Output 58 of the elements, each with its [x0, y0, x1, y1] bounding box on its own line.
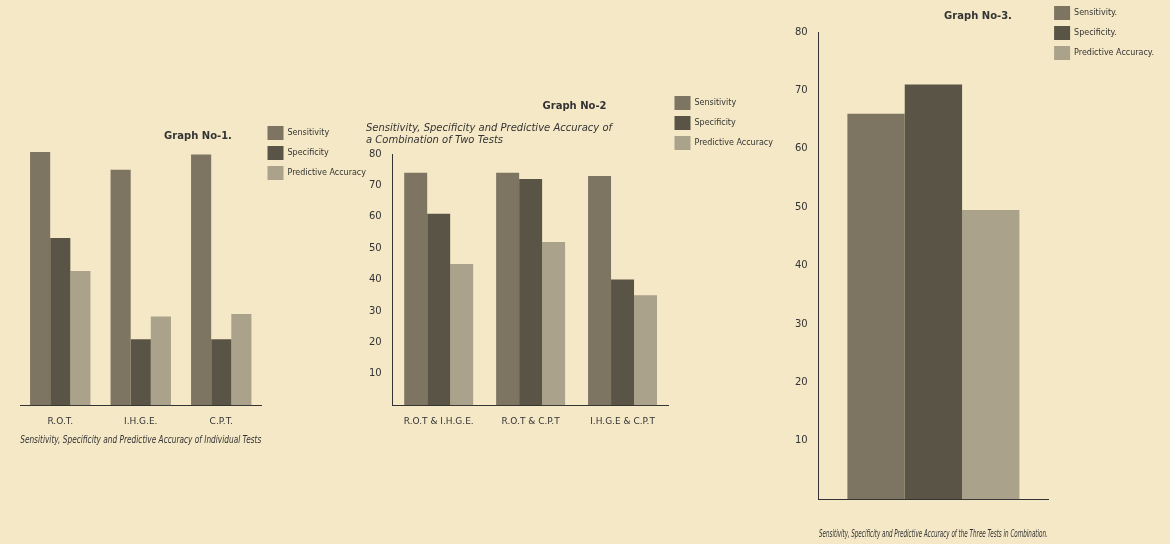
legend-label: Predictive Accuracy [287, 168, 367, 178]
y-tick-label: 30 [794, 317, 808, 329]
bar [542, 241, 566, 406]
legend-label: Predictive Accuracy. [1074, 48, 1154, 58]
x-tick-label: R.O.T & I.H.G.E. [403, 415, 474, 426]
y-tick-label: 80 [794, 25, 808, 37]
chart-title: Graph No-2 [542, 99, 607, 111]
bar [404, 172, 428, 406]
bar [211, 339, 232, 406]
bar [110, 169, 131, 406]
bar [847, 113, 905, 500]
legend-label: Specificity [694, 118, 736, 128]
y-tick-label: 70 [368, 178, 382, 190]
legend-label: Specificity. [1074, 28, 1117, 38]
bar [130, 339, 151, 406]
y-tick-label: 20 [368, 335, 382, 347]
bar [150, 316, 171, 406]
legend-label: Sensitivity [694, 98, 737, 108]
legend-label: Specificity [287, 148, 329, 158]
y-tick-label: 80 [368, 147, 382, 159]
bar [450, 263, 474, 406]
chart-subtitle: Sensitivity, Specificity and Predictive Accuracy of a Combination of Two Tests [366, 121, 614, 145]
y-tick-label: 30 [368, 304, 382, 316]
bar [904, 84, 963, 500]
y-tick-label: 60 [368, 210, 382, 222]
bar [191, 154, 212, 406]
y-tick-label: 10 [794, 434, 808, 446]
bar [962, 210, 1020, 500]
bar [519, 179, 543, 406]
bar [50, 238, 71, 406]
x-tick-label: R.O.T. [47, 415, 74, 426]
y-tick-label: 70 [794, 83, 808, 95]
x-tick-label: C.P.T. [209, 415, 233, 426]
x-axis-title: Sensitivity, Specificity and Predictive Accuracy of Individual Tests [20, 433, 262, 445]
legend-label: Sensitivity. [1074, 8, 1118, 18]
bar [427, 213, 451, 406]
chart-title: Graph No-3. [944, 9, 1012, 21]
x-tick-label: I.H.G.E & C.P.T [590, 415, 656, 426]
y-tick-label: 40 [368, 273, 382, 285]
y-tick-label: 50 [368, 241, 382, 253]
bar [496, 172, 520, 406]
bar [70, 271, 91, 406]
bar [634, 295, 658, 406]
y-tick-label: 10 [368, 367, 382, 379]
y-tick-label: 40 [794, 259, 808, 271]
bar [231, 314, 252, 406]
y-tick-label: 20 [794, 375, 808, 387]
x-axis-title: Sensitivity, Specificity and Predictive Accuracy of the Three Tests in Combination. [818, 526, 1048, 540]
bar [30, 152, 51, 406]
legend-label: Predictive Accuracy [694, 138, 774, 148]
bar [611, 279, 635, 406]
y-tick-label: 60 [794, 142, 808, 154]
bar [588, 175, 612, 406]
chart-title: Graph No-1. [164, 129, 232, 141]
legend-label: Sensitivity [287, 128, 330, 138]
x-tick-label: I.H.G.E. [124, 415, 158, 426]
y-tick-label: 50 [794, 200, 808, 212]
x-tick-label: R.O.T & C.P.T [501, 415, 561, 426]
